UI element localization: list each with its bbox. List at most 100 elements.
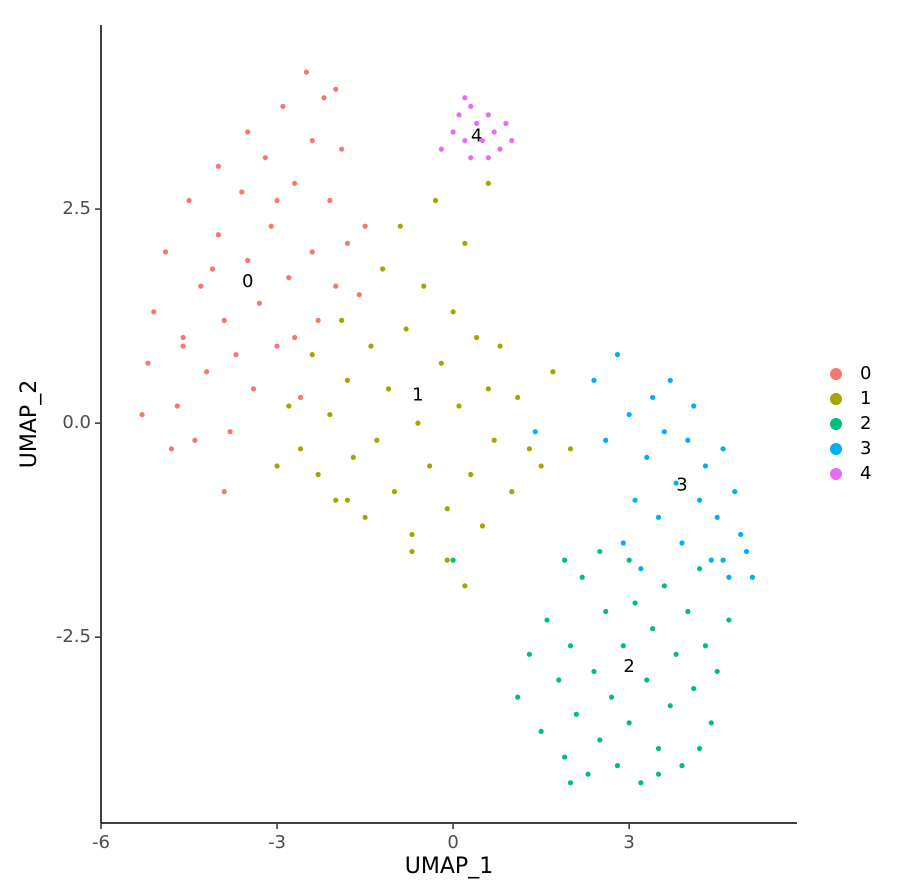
point xyxy=(685,608,691,615)
point xyxy=(696,566,703,572)
point xyxy=(515,694,521,700)
point xyxy=(274,463,280,469)
point xyxy=(380,266,386,272)
point xyxy=(632,600,638,606)
point xyxy=(274,197,280,204)
point xyxy=(515,394,521,401)
point xyxy=(221,489,227,495)
point xyxy=(714,668,720,675)
point xyxy=(620,643,626,649)
point xyxy=(145,360,151,366)
x-tick-label: -3 xyxy=(268,832,286,853)
legend-marker xyxy=(830,468,842,480)
point xyxy=(292,334,298,341)
legend-label: 2 xyxy=(860,413,871,434)
point xyxy=(614,763,621,769)
point xyxy=(626,411,632,418)
point xyxy=(626,720,632,726)
point xyxy=(485,386,491,392)
point xyxy=(708,720,714,726)
point xyxy=(538,463,544,469)
cluster-label: 4 xyxy=(471,125,482,146)
point xyxy=(391,489,398,495)
point xyxy=(491,129,497,135)
point xyxy=(286,274,292,281)
point xyxy=(614,352,621,358)
point xyxy=(562,557,568,563)
legend-marker xyxy=(830,393,842,405)
point xyxy=(603,437,609,443)
y-tick-label: 0.0 xyxy=(62,412,91,433)
point xyxy=(297,394,304,401)
point xyxy=(567,643,574,649)
point xyxy=(732,489,738,495)
point xyxy=(221,317,227,323)
point xyxy=(168,446,175,452)
point xyxy=(450,309,456,315)
point xyxy=(720,446,726,452)
point xyxy=(309,249,315,255)
point xyxy=(333,497,339,503)
point xyxy=(385,386,392,392)
point xyxy=(485,180,491,187)
point xyxy=(139,411,145,418)
point xyxy=(673,651,679,657)
cluster-label: 3 xyxy=(676,475,687,496)
point xyxy=(409,548,415,555)
point xyxy=(356,292,362,298)
point xyxy=(608,694,615,700)
point xyxy=(344,497,351,503)
point xyxy=(491,437,497,443)
point xyxy=(186,197,192,204)
point xyxy=(743,548,750,555)
point xyxy=(597,737,603,743)
point xyxy=(667,703,673,709)
point xyxy=(456,403,462,409)
point xyxy=(597,548,603,555)
point xyxy=(556,677,562,683)
point xyxy=(720,557,726,563)
point xyxy=(567,446,574,452)
point xyxy=(180,334,186,341)
point xyxy=(450,129,456,135)
point xyxy=(174,403,180,409)
legend-marker xyxy=(830,368,842,380)
point xyxy=(591,377,597,383)
point xyxy=(696,497,703,503)
point xyxy=(526,651,532,657)
point xyxy=(315,471,321,478)
point xyxy=(415,420,421,426)
point xyxy=(667,377,673,383)
point xyxy=(162,249,169,255)
point xyxy=(503,120,509,127)
point xyxy=(661,429,667,435)
point xyxy=(702,643,709,649)
point xyxy=(438,146,444,152)
point xyxy=(427,463,433,469)
point xyxy=(655,745,662,752)
point xyxy=(644,454,650,460)
point xyxy=(297,446,304,452)
legend-label: 4 xyxy=(860,463,871,484)
point xyxy=(655,514,662,520)
point xyxy=(526,446,532,452)
point xyxy=(368,343,374,349)
point xyxy=(626,557,632,563)
legend-marker xyxy=(830,418,842,430)
point xyxy=(567,780,574,786)
point xyxy=(339,146,345,152)
point xyxy=(315,317,321,323)
point xyxy=(209,266,216,272)
point xyxy=(280,103,286,109)
legend-label: 0 xyxy=(860,363,871,384)
point xyxy=(286,403,292,409)
point xyxy=(638,780,644,786)
point xyxy=(344,377,351,383)
legend-marker xyxy=(830,443,842,455)
point xyxy=(397,223,403,229)
point xyxy=(620,540,626,546)
point xyxy=(509,489,515,495)
point xyxy=(432,197,439,204)
